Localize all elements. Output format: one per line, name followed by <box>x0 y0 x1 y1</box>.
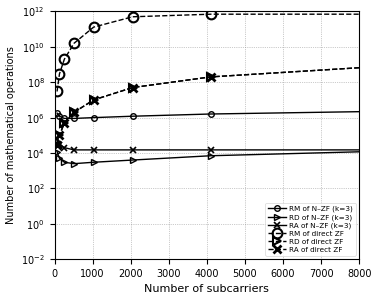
RA of N–ZF (k=3) <box>130 148 135 152</box>
RD of N–ZF (k=3) <box>364 150 369 153</box>
RM of direct ZF <box>62 57 67 61</box>
RD of direct ZF <box>57 134 62 137</box>
RA of direct ZF <box>57 134 62 137</box>
RM of direct ZF <box>57 72 62 76</box>
RM of direct ZF <box>208 12 213 16</box>
RA of direct ZF <box>55 143 59 146</box>
RM of direct ZF <box>55 90 59 93</box>
Line: RD of direct ZF: RD of direct ZF <box>53 63 371 149</box>
RD of direct ZF <box>130 86 135 89</box>
RD of N–ZF (k=3) <box>57 157 62 160</box>
Line: RA of N–ZF (k=3): RA of N–ZF (k=3) <box>54 136 369 153</box>
RA of direct ZF <box>62 121 67 125</box>
RD of N–ZF (k=3) <box>72 162 77 166</box>
RM of direct ZF <box>72 41 77 45</box>
RD of N–ZF (k=3) <box>91 160 96 164</box>
RM of N–ZF (k=3) <box>62 117 67 120</box>
RD of direct ZF <box>62 121 67 125</box>
RM of N–ZF (k=3) <box>208 112 213 116</box>
RD of N–ZF (k=3) <box>62 160 67 164</box>
RM of direct ZF <box>364 12 369 16</box>
RA of N–ZF (k=3) <box>364 148 369 152</box>
RD of direct ZF <box>55 143 59 146</box>
Legend: RM of N–ZF (k=3), RD of N–ZF (k=3), RA of N–ZF (k=3), RM of direct ZF, RD of dir: RM of N–ZF (k=3), RD of N–ZF (k=3), RA o… <box>265 203 356 256</box>
RA of N–ZF (k=3) <box>91 148 96 152</box>
RA of direct ZF <box>208 75 213 79</box>
RM of N–ZF (k=3) <box>72 117 77 120</box>
RA of direct ZF <box>130 86 135 89</box>
Line: RM of N–ZF (k=3): RM of N–ZF (k=3) <box>54 109 369 121</box>
Line: RM of direct ZF: RM of direct ZF <box>52 9 371 96</box>
RM of N–ZF (k=3) <box>130 114 135 118</box>
RA of N–ZF (k=3) <box>208 148 213 152</box>
X-axis label: Number of subcarriers: Number of subcarriers <box>144 284 269 294</box>
RA of N–ZF (k=3) <box>57 143 62 146</box>
RA of direct ZF <box>72 110 77 114</box>
RD of direct ZF <box>364 65 369 69</box>
RA of direct ZF <box>364 65 369 69</box>
RD of direct ZF <box>208 75 213 79</box>
RM of direct ZF <box>91 25 96 29</box>
RM of N–ZF (k=3) <box>55 111 59 115</box>
RM of N–ZF (k=3) <box>57 114 62 118</box>
RD of N–ZF (k=3) <box>130 158 135 162</box>
RD of N–ZF (k=3) <box>55 150 59 153</box>
RD of direct ZF <box>72 110 77 114</box>
RA of N–ZF (k=3) <box>72 148 77 152</box>
RD of N–ZF (k=3) <box>208 154 213 158</box>
RM of N–ZF (k=3) <box>364 110 369 113</box>
Line: RA of direct ZF: RA of direct ZF <box>53 63 371 149</box>
RD of direct ZF <box>91 98 96 102</box>
RM of direct ZF <box>130 15 135 19</box>
RA of N–ZF (k=3) <box>62 146 67 149</box>
RA of N–ZF (k=3) <box>55 137 59 141</box>
RA of direct ZF <box>91 98 96 102</box>
RM of N–ZF (k=3) <box>91 116 96 119</box>
Line: RD of N–ZF (k=3): RD of N–ZF (k=3) <box>54 149 369 167</box>
Y-axis label: Number of mathematical operations: Number of mathematical operations <box>6 46 15 224</box>
